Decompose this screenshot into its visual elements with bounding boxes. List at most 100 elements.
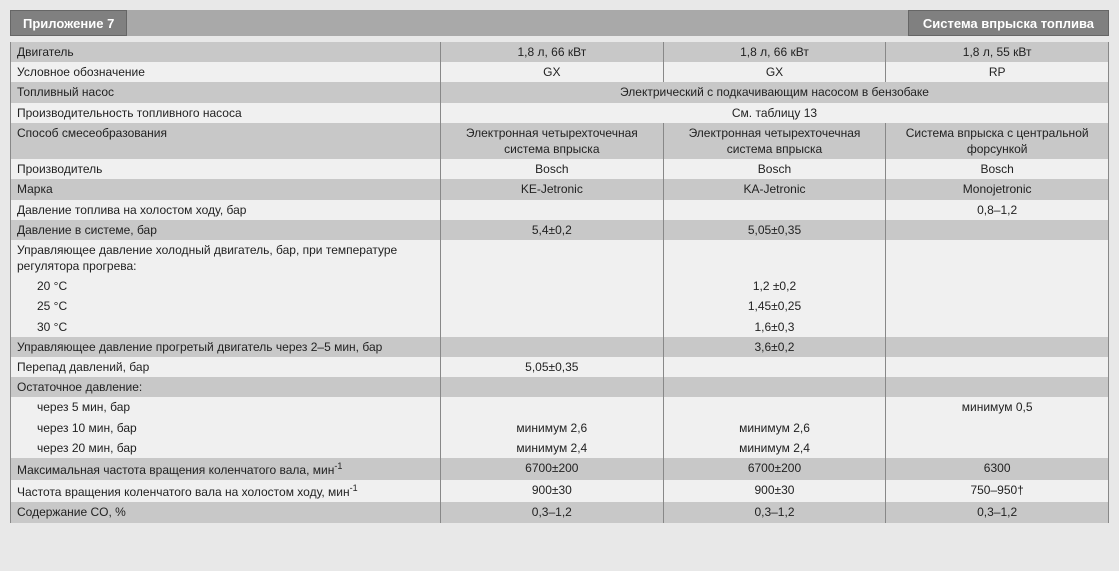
table-row: Частота вращения коленчатого вала на хол…: [11, 480, 1109, 502]
row-label: Содержание CO, %: [11, 502, 441, 522]
row-value: GX: [663, 62, 886, 82]
row-value: минимум 0,5: [886, 397, 1109, 417]
row-label: Управляющее давление холодный двигатель,…: [11, 240, 441, 276]
row-value: Электронная четырехточечная система впры…: [663, 123, 886, 159]
row-label: Остаточное давление:: [11, 377, 441, 397]
row-label: Топливный насос: [11, 82, 441, 102]
row-value: 6300: [886, 458, 1109, 480]
table-row: через 5 мин, барминимум 0,5: [11, 397, 1109, 417]
row-label: Производитель: [11, 159, 441, 179]
table-row: Способ смесеобразованияЭлектронная четыр…: [11, 123, 1109, 159]
table-row: МаркаKE-JetronicKA-JetronicMonojetronic: [11, 179, 1109, 199]
row-value: 1,8 л, 55 кВт: [886, 42, 1109, 62]
row-value: [886, 240, 1109, 276]
row-value: минимум 2,4: [441, 438, 664, 458]
row-value: Monojetronic: [886, 179, 1109, 199]
row-value: [441, 397, 664, 417]
row-label: Давление в системе, бар: [11, 220, 441, 240]
row-label: 20 °C: [11, 276, 441, 296]
row-value: См. таблицу 13: [441, 103, 1109, 123]
row-value: 5,05±0,35: [663, 220, 886, 240]
appendix-tab: Приложение 7: [10, 10, 127, 36]
spec-sheet: Приложение 7 Система впрыска топлива Дви…: [10, 10, 1109, 523]
row-label: Максимальная частота вращения коленчатог…: [11, 458, 441, 480]
row-label: через 10 мин, бар: [11, 418, 441, 438]
row-value: 6700±200: [441, 458, 664, 480]
row-label: 25 °C: [11, 296, 441, 316]
table-row: Давление топлива на холостом ходу, бар 0,…: [11, 200, 1109, 220]
row-value: Bosch: [441, 159, 664, 179]
row-label: через 20 мин, бар: [11, 438, 441, 458]
row-value: [886, 418, 1109, 438]
row-value: 5,05±0,35: [441, 357, 664, 377]
row-value: минимум 2,6: [441, 418, 664, 438]
table-row: Топливный насосЭлектрический с подкачива…: [11, 82, 1109, 102]
row-value: [886, 357, 1109, 377]
table-row: Перепад давлений, бар5,05±0,35: [11, 357, 1109, 377]
row-value: 5,4±0,2: [441, 220, 664, 240]
row-value: [886, 438, 1109, 458]
row-label: Способ смесеобразования: [11, 123, 441, 159]
row-label: Управляющее давление прогретый двигатель…: [11, 337, 441, 357]
row-value: [441, 337, 664, 357]
table-row: 20 °C 1,2 ±0,2: [11, 276, 1109, 296]
row-value: минимум 2,4: [663, 438, 886, 458]
row-value: Электрический с подкачивающим насосом в …: [441, 82, 1109, 102]
row-label: Давление топлива на холостом ходу, бар: [11, 200, 441, 220]
spec-table: Двигатель1,8 л, 66 кВт1,8 л, 66 кВт1,8 л…: [10, 42, 1109, 523]
row-value: Bosch: [663, 159, 886, 179]
header-spacer: [127, 10, 908, 36]
row-value: [663, 240, 886, 276]
row-value: 750–950†: [886, 480, 1109, 502]
table-row: Условное обозначениеGXGXRP: [11, 62, 1109, 82]
table-row: через 10 мин, барминимум 2,6минимум 2,6: [11, 418, 1109, 438]
row-value: [663, 357, 886, 377]
row-label: Частота вращения коленчатого вала на хол…: [11, 480, 441, 502]
row-value: 900±30: [663, 480, 886, 502]
row-value: Bosch: [886, 159, 1109, 179]
row-value: [441, 276, 664, 296]
row-value: GX: [441, 62, 664, 82]
row-label: Двигатель: [11, 42, 441, 62]
row-label: Перепад давлений, бар: [11, 357, 441, 377]
row-value: [663, 397, 886, 417]
table-row: 25 °C 1,45±0,25: [11, 296, 1109, 316]
row-value: [441, 296, 664, 316]
row-label: Условное обозначение: [11, 62, 441, 82]
row-value: 1,45±0,25: [663, 296, 886, 316]
row-value: 0,3–1,2: [886, 502, 1109, 522]
row-value: [441, 240, 664, 276]
row-label: Производительность топливного насоса: [11, 103, 441, 123]
row-value: 6700±200: [663, 458, 886, 480]
row-value: 900±30: [441, 480, 664, 502]
header-bar: Приложение 7 Система впрыска топлива: [10, 10, 1109, 36]
table-row: Двигатель1,8 л, 66 кВт1,8 л, 66 кВт1,8 л…: [11, 42, 1109, 62]
row-value: KA-Jetronic: [663, 179, 886, 199]
table-row: Управляющее давление прогретый двигатель…: [11, 337, 1109, 357]
row-value: [886, 317, 1109, 337]
page-title: Система впрыска топлива: [908, 10, 1109, 36]
row-value: 1,8 л, 66 кВт: [663, 42, 886, 62]
table-row: ПроизводительBoschBoschBosch: [11, 159, 1109, 179]
table-row: 30 °C1,6±0,3: [11, 317, 1109, 337]
row-value: 0,8–1,2: [886, 200, 1109, 220]
row-value: [441, 317, 664, 337]
row-value: [441, 377, 664, 397]
row-value: [886, 337, 1109, 357]
row-value: [886, 296, 1109, 316]
row-value: [663, 200, 886, 220]
row-value: RP: [886, 62, 1109, 82]
row-value: [886, 220, 1109, 240]
row-value: 0,3–1,2: [441, 502, 664, 522]
row-value: Система впрыска с центральной форсункой: [886, 123, 1109, 159]
table-row: Производительность топливного насосаСм. …: [11, 103, 1109, 123]
row-value: 3,6±0,2: [663, 337, 886, 357]
table-row: Давление в системе, бар5,4±0,25,05±0,35: [11, 220, 1109, 240]
table-row: Управляющее давление холодный двигатель,…: [11, 240, 1109, 276]
row-value: KE-Jetronic: [441, 179, 664, 199]
row-value: [886, 377, 1109, 397]
row-label: 30 °C: [11, 317, 441, 337]
row-value: [886, 276, 1109, 296]
row-value: Электронная четырехточечная система впры…: [441, 123, 664, 159]
row-value: 1,2 ±0,2: [663, 276, 886, 296]
